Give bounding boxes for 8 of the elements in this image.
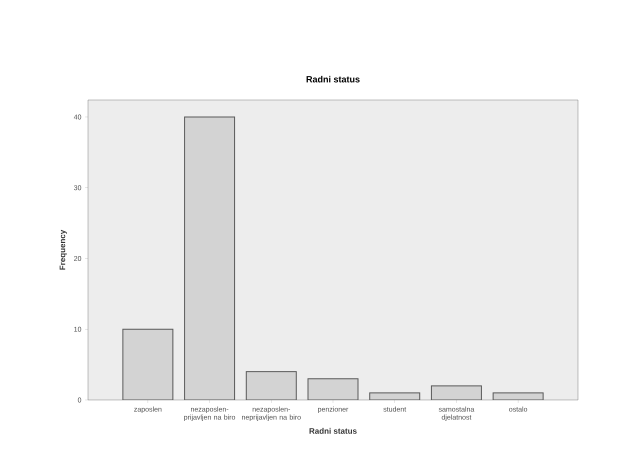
bar: [184, 116, 235, 400]
y-axis-title: Frequency: [60, 230, 67, 270]
bar: [431, 386, 482, 400]
bar: [308, 378, 358, 400]
bar: [122, 329, 173, 400]
x-axis-title: Radni status: [310, 428, 357, 434]
chart-title: Radni status: [306, 76, 360, 82]
bar: [246, 372, 296, 400]
